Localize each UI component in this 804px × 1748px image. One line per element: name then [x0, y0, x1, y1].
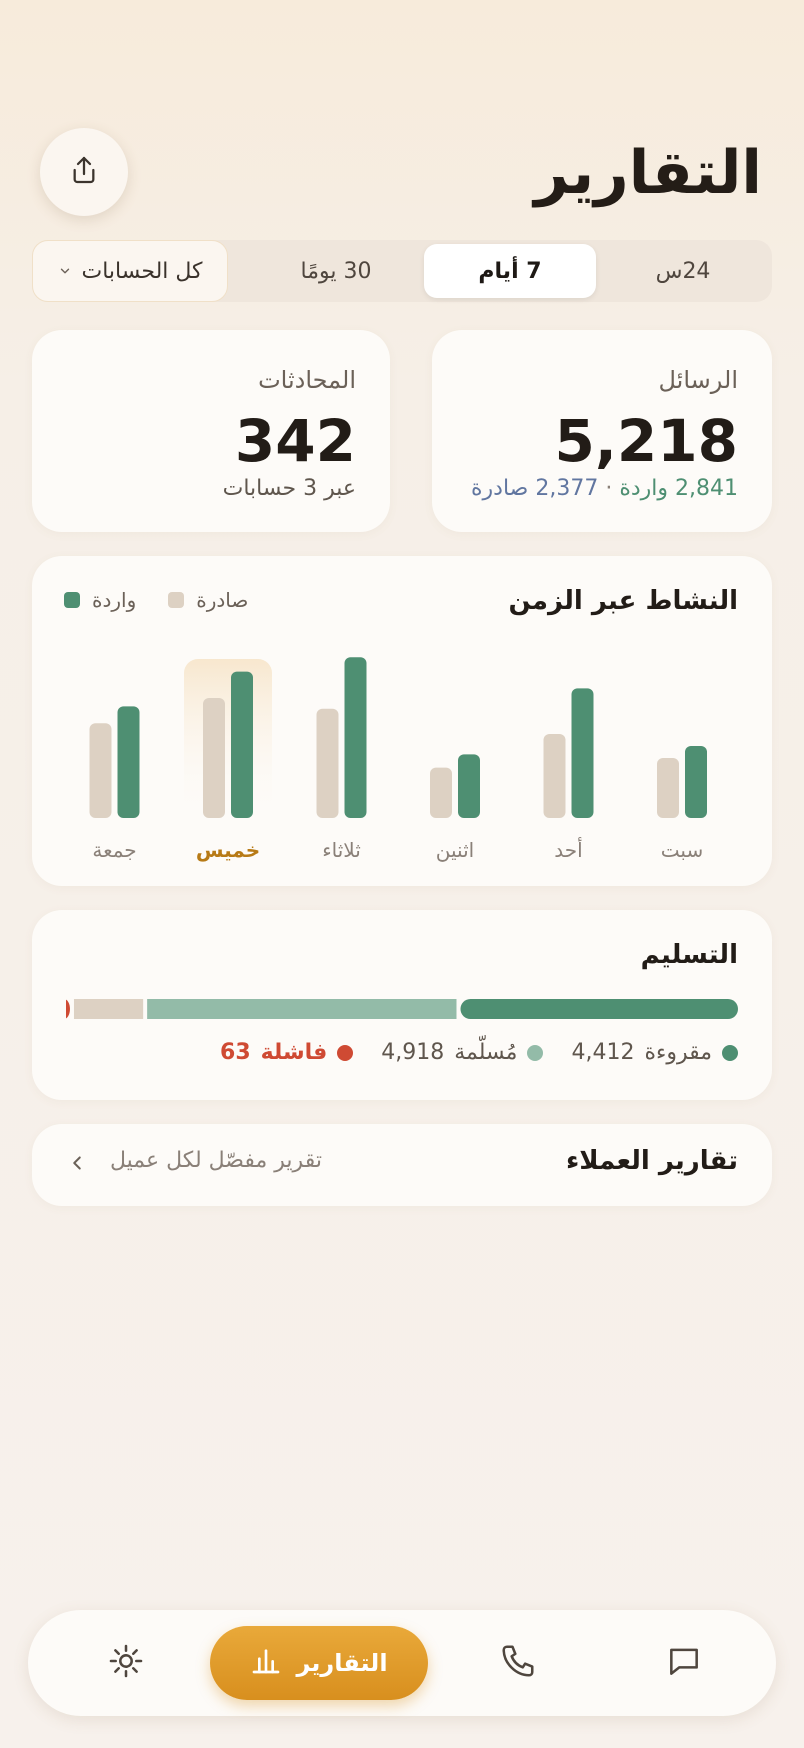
x-axis-label[interactable]: ثلاثاء	[322, 838, 361, 862]
read-dot	[722, 1044, 738, 1061]
bar-incoming[interactable]	[571, 688, 594, 818]
bar-outgoing[interactable]	[543, 734, 566, 818]
conversations-value: 342	[234, 407, 356, 475]
client-reports-row[interactable]: تقارير العملاء تقرير مفصّل لكل عميل	[32, 1124, 772, 1206]
x-axis-label[interactable]: جمعة	[92, 838, 137, 862]
delivery-card: التسليم مقروءة 4,412 مُسلّمة 4,918 فاشلة…	[32, 910, 772, 1100]
bar-outgoing[interactable]	[316, 708, 339, 818]
read-label: مقروءة	[644, 1040, 712, 1065]
x-axis-label[interactable]: خميس	[195, 838, 261, 862]
failed-value: 63	[220, 1040, 251, 1065]
legend-outgoing-swatch	[168, 592, 185, 608]
failed-dot	[337, 1044, 354, 1061]
bar-incoming[interactable]	[458, 754, 480, 818]
phone-icon	[499, 1642, 537, 1684]
messages-label: الرسائل	[658, 366, 739, 394]
messages-value: 5,218	[554, 407, 738, 475]
x-axis-label[interactable]: سبت	[660, 838, 704, 862]
delivery-failed: فاشلة 63	[220, 1040, 354, 1065]
legend-incoming-swatch	[64, 592, 80, 608]
x-axis-label[interactable]: اثنين	[435, 838, 475, 862]
delivery-bar	[66, 999, 738, 1019]
segment-pending	[73, 999, 144, 1019]
legend-outgoing-label: صادرة	[196, 588, 249, 612]
delivery-read: مقروءة 4,412	[571, 1040, 738, 1065]
messages-separator: ·	[605, 476, 613, 501]
accounts-dropdown[interactable]: كل الحسابات	[32, 240, 228, 302]
delivery-title: التسليم	[640, 940, 738, 970]
nav-settings[interactable]	[102, 1639, 150, 1687]
segment-delivered	[147, 999, 457, 1019]
messages-breakdown: 2,841 واردة · 2,377 صادرة	[471, 476, 738, 501]
page-title: التقارير	[534, 138, 762, 208]
bar-outgoing[interactable]	[89, 723, 112, 818]
settings-icon	[107, 1642, 145, 1684]
delivery-delivered: مُسلّمة 4,918	[381, 1040, 544, 1065]
bar-outgoing[interactable]	[430, 767, 452, 818]
messages-incoming: 2,841 واردة	[619, 476, 738, 501]
conversations-label: المحادثات	[258, 366, 356, 394]
nav-chat[interactable]	[660, 1639, 708, 1687]
client-reports-subtitle: تقرير مفصّل لكل عميل	[110, 1148, 322, 1173]
activity-chart	[89, 657, 707, 821]
nav-calls[interactable]	[494, 1639, 542, 1687]
failed-label: فاشلة	[260, 1040, 328, 1065]
bottom-nav: التقارير	[28, 1610, 776, 1716]
bar-outgoing[interactable]	[203, 698, 225, 818]
bar-incoming[interactable]	[344, 657, 367, 818]
nav-reports[interactable]: التقارير	[210, 1626, 428, 1700]
legend-incoming-label: واردة	[92, 588, 137, 612]
conversations-card: المحادثات 342 عبر 3 حسابات	[32, 330, 390, 532]
activity-card: النشاط عبر الزمن صادرة واردة سبت أحد اثنين…	[32, 556, 772, 886]
activity-title: النشاط عبر الزمن	[508, 586, 738, 616]
bar-incoming[interactable]	[685, 746, 707, 818]
x-axis-label[interactable]: أحد	[554, 838, 583, 862]
share-button[interactable]	[40, 128, 128, 216]
nav-reports-label: التقارير	[296, 1649, 388, 1677]
chat-icon	[665, 1642, 703, 1684]
messages-outgoing: 2,377 صادرة	[471, 476, 599, 501]
range-7d[interactable]: 7 أيام	[424, 244, 596, 298]
accounts-label: كل الحسابات	[81, 258, 203, 284]
conversations-sub: عبر 3 حسابات	[222, 476, 356, 501]
segment-read	[460, 999, 738, 1019]
delivery-legend: مقروءة 4,412 مُسلّمة 4,918 فاشلة 63	[220, 1040, 738, 1065]
chevron-down-icon	[58, 259, 72, 284]
range-30d[interactable]: 30 يومًا	[300, 258, 372, 284]
delivered-value: 4,918	[381, 1040, 445, 1065]
bar-incoming[interactable]	[231, 671, 253, 818]
delivered-label: مُسلّمة	[454, 1040, 518, 1065]
segment-failed	[66, 999, 70, 1019]
chevron-left-icon	[66, 1150, 88, 1180]
delivered-dot	[527, 1044, 544, 1061]
activity-legend: صادرة واردة	[64, 588, 248, 612]
client-reports-title: تقارير العملاء	[565, 1146, 738, 1176]
reports-icon	[250, 1644, 282, 1682]
messages-card: الرسائل 5,218 2,841 واردة · 2,377 صادرة	[432, 330, 772, 532]
range-24h[interactable]: 24س	[655, 258, 711, 284]
share-icon	[68, 154, 100, 190]
highlight-column	[184, 659, 272, 821]
read-value: 4,412	[571, 1040, 635, 1065]
bar-outgoing[interactable]	[657, 758, 679, 818]
bar-incoming[interactable]	[117, 706, 140, 818]
